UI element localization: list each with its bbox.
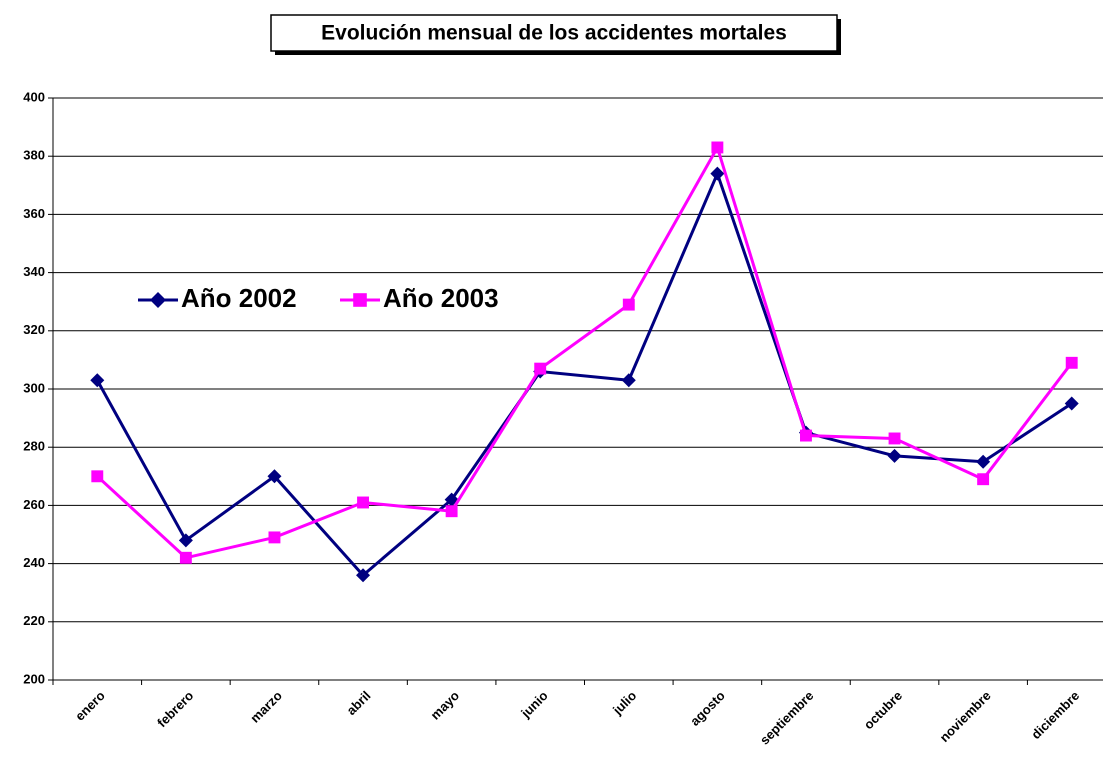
legend-marker [353,293,367,307]
y-tick-label: 380 [23,148,45,163]
y-tick-label: 260 [23,497,45,512]
marker [800,429,812,442]
marker [977,473,990,486]
marker [179,551,192,564]
marker [357,496,369,509]
x-tick-label: septiembre [757,688,817,748]
marker [622,298,635,311]
chart-title: Evolución mensual de los accidentes mort… [321,22,787,45]
marker [887,448,902,463]
marker [1064,396,1079,411]
marker [267,469,282,484]
marker [1065,356,1078,369]
y-tick-label: 240 [23,555,45,570]
marker [178,533,193,548]
x-tick-label: enero [72,688,108,724]
y-tick-label: 340 [23,264,45,279]
legend-label: Año 2002 [181,283,297,313]
x-tick-label: noviembre [937,688,994,745]
marker [90,373,105,388]
x-tick-label: diciembre [1028,688,1082,742]
x-tick-label: octubre [861,688,905,732]
series-line [95,169,1073,578]
marker [268,531,281,544]
y-tick-label: 360 [23,206,45,221]
y-tick-label: 220 [23,613,45,628]
title-box [270,14,838,52]
x-tick-label: junio [517,688,550,721]
marker [976,454,991,469]
marker [356,568,371,583]
y-tick-label: 280 [23,439,45,454]
legend-label: Año 2003 [383,283,499,313]
marker [710,166,725,181]
x-tick-label: febrero [154,688,196,730]
legend-marker [150,292,166,308]
x-tick-label: julio [609,688,639,718]
y-tick-label: 400 [23,89,45,104]
y-tick-label: 300 [23,380,45,395]
marker [621,373,636,388]
marker [445,505,458,518]
y-tick-label: 200 [23,671,45,686]
marker [534,362,547,375]
marker [711,141,724,154]
marker [888,432,901,445]
marker [91,470,104,483]
x-tick-label: abril [344,688,374,718]
x-tick-label: agosto [687,688,728,729]
x-tick-label: marzo [247,688,285,726]
x-tick-label: mayo [428,688,463,723]
series-line [96,143,1073,560]
y-tick-label: 320 [23,322,45,337]
